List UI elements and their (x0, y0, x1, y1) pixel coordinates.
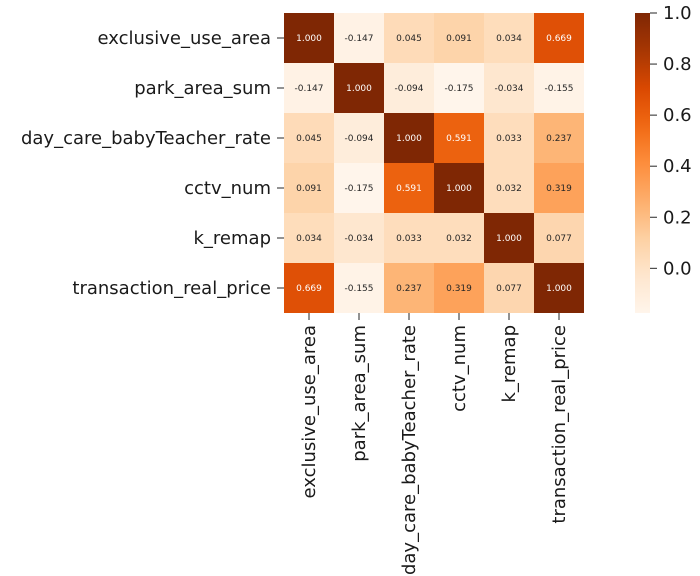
heatmap-cell-value-4-4: 1.000 (496, 234, 522, 244)
x-tick-label-day-care-babyTeacher-rate: day_care_babyTeacher_rate (399, 325, 420, 575)
heatmap-cell-value-4-3: 0.032 (446, 234, 472, 244)
heatmap-cell-2-1 (334, 113, 384, 163)
heatmap-cell-1-4 (484, 63, 534, 113)
x-tick-label-cctv-num: cctv_num (449, 325, 470, 412)
heatmap-cell-4-4 (484, 213, 534, 263)
heatmap-cell-value-2-2: 1.000 (396, 134, 422, 144)
heatmap-cell-4-1 (334, 213, 384, 263)
heatmap-cell-value-4-0: 0.034 (296, 234, 322, 244)
colorbar-tick-label-1: 0.2 (663, 207, 692, 228)
heatmap-cell-value-0-0: 1.000 (296, 34, 322, 44)
colorbar-tick-label-0: 0.0 (663, 258, 692, 279)
heatmap-cell-2-0 (284, 113, 334, 163)
y-tick-label-day-care-babyTeacher-rate: day_care_babyTeacher_rate (21, 128, 271, 149)
heatmap-cell-labels: 1.000 -0.147 0.045 0.091 0.034 0.669 -0.147 1.0… (294, 34, 573, 294)
heatmap-cell-3-1 (334, 163, 384, 213)
heatmap-cell-2-2 (384, 113, 434, 163)
heatmap-cell-value-3-0: 0.091 (296, 184, 322, 194)
heatmap-cell-value-1-4: -0.034 (494, 84, 523, 94)
heatmap-cell-value-2-5: 0.237 (546, 134, 572, 144)
x-tick-label-exclusive-use-area: exclusive_use_area (299, 325, 320, 499)
heatmap-cell-value-2-1: -0.094 (344, 134, 373, 144)
heatmap-cell-value-0-4: 0.034 (496, 34, 522, 44)
heatmap-cells (284, 13, 584, 313)
heatmap-cell-value-0-5: 0.669 (546, 34, 572, 44)
heatmap-cell-value-0-2: 0.045 (396, 34, 422, 44)
heatmap-cell-value-4-5: 0.077 (546, 234, 572, 244)
heatmap-cell-value-2-3: 0.591 (446, 134, 472, 144)
heatmap-cell-3-2 (384, 163, 434, 213)
colorbar: 0.0 0.2 0.4 0.6 0.8 1.0 (635, 3, 692, 313)
heatmap-cell-0-5 (534, 13, 584, 63)
y-tick-label-park-area-sum: park_area_sum (134, 78, 271, 99)
heatmap-cell-1-1 (334, 63, 384, 113)
y-tick-label-exclusive-use-area: exclusive_use_area (97, 28, 271, 49)
heatmap-cell-5-0 (284, 263, 334, 313)
heatmap-cell-2-4 (484, 113, 534, 163)
heatmap-cell-2-3 (434, 113, 484, 163)
heatmap-cell-5-2 (384, 263, 434, 313)
heatmap-cell-value-1-0: -0.147 (294, 84, 323, 94)
y-tick-label-k-remap: k_remap (194, 228, 272, 249)
heatmap-cell-2-5 (534, 113, 584, 163)
heatmap-cell-value-1-5: -0.155 (544, 84, 573, 94)
x-axis: exclusive_use_area park_area_sum day_care_… (299, 313, 570, 575)
colorbar-tick-label-2: 0.4 (663, 156, 692, 177)
heatmap-cell-1-3 (434, 63, 484, 113)
heatmap-cell-0-4 (484, 13, 534, 63)
heatmap-cell-5-1 (334, 263, 384, 313)
heatmap-cell-value-5-1: -0.155 (344, 284, 373, 294)
heatmap-cell-value-2-0: 0.045 (296, 134, 322, 144)
heatmap-cell-value-5-4: 0.077 (496, 284, 522, 294)
heatmap-cell-4-2 (384, 213, 434, 263)
x-tick-label-transaction-real-price: transaction_real_price (549, 325, 570, 524)
heatmap-cell-1-0 (284, 63, 334, 113)
heatmap-cell-value-3-4: 0.032 (496, 184, 522, 194)
heatmap-cell-4-3 (434, 213, 484, 263)
heatmap-cell-0-0 (284, 13, 334, 63)
heatmap-cell-4-0 (284, 213, 334, 263)
heatmap-cell-value-0-3: 0.091 (446, 34, 472, 44)
heatmap-cell-4-5 (534, 213, 584, 263)
colorbar-tick-label-4: 0.8 (663, 54, 692, 75)
heatmap-cell-value-4-2: 0.033 (396, 234, 422, 244)
heatmap-cell-value-5-0: 0.669 (296, 284, 322, 294)
x-tick-label-park-area-sum: park_area_sum (349, 325, 370, 462)
heatmap-cell-value-0-1: -0.147 (344, 34, 373, 44)
heatmap-cell-value-4-1: -0.034 (344, 234, 373, 244)
heatmap-cell-value-1-2: -0.094 (394, 84, 423, 94)
heatmap-cell-value-3-1: -0.175 (344, 184, 373, 194)
heatmap-cell-1-2 (384, 63, 434, 113)
y-tick-label-transaction-real-price: transaction_real_price (72, 278, 271, 299)
heatmap-cell-value-5-2: 0.237 (396, 284, 422, 294)
heatmap-cell-value-3-2: 0.591 (396, 184, 422, 194)
heatmap-cell-3-4 (484, 163, 534, 213)
heatmap-cell-value-5-5: 1.000 (546, 284, 572, 294)
colorbar-tick-label-3: 0.6 (663, 105, 692, 126)
x-tick-label-k-remap: k_remap (499, 325, 520, 403)
colorbar-tick-label-5: 1.0 (663, 3, 692, 24)
heatmap-cell-3-3 (434, 163, 484, 213)
heatmap-cell-0-1 (334, 13, 384, 63)
heatmap-cell-3-0 (284, 163, 334, 213)
y-axis: exclusive_use_area park_area_sum day_care_… (21, 28, 284, 299)
heatmap-cell-value-2-4: 0.033 (496, 134, 522, 144)
heatmap-cell-value-3-5: 0.319 (546, 184, 572, 194)
heatmap-cell-1-5 (534, 63, 584, 113)
heatmap-cell-3-5 (534, 163, 584, 213)
heatmap-cell-value-5-3: 0.319 (446, 284, 472, 294)
heatmap-cell-0-3 (434, 13, 484, 63)
y-tick-label-cctv-num: cctv_num (184, 178, 271, 199)
heatmap-cell-value-1-1: 1.000 (346, 84, 372, 94)
heatmap-cell-0-2 (384, 13, 434, 63)
heatmap-cell-value-3-3: 1.000 (446, 184, 472, 194)
heatmap-cell-5-3 (434, 263, 484, 313)
heatmap-cell-5-5 (534, 263, 584, 313)
colorbar-gradient (635, 13, 650, 313)
heatmap-cell-value-1-3: -0.175 (444, 84, 473, 94)
heatmap-cell-5-4 (484, 263, 534, 313)
